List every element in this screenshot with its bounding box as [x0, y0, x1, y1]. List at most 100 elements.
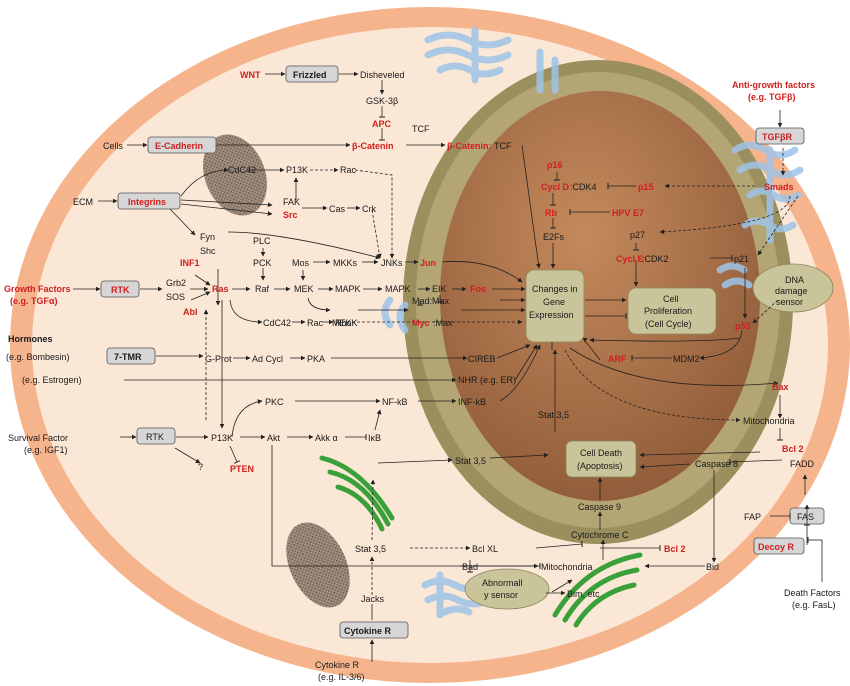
label-cycl-e: Cycl E	[616, 254, 644, 264]
label-apc: APC	[372, 119, 392, 129]
label-pkc: PKC	[265, 397, 284, 407]
label-bid: Bid	[706, 562, 719, 572]
label-mdm2: MDM2	[673, 354, 700, 364]
mitochondria-graphic-left	[319, 455, 395, 532]
label-bax: Bax	[772, 382, 789, 392]
rtk-box-top	[100, 280, 140, 298]
label-fyn: Fyn	[200, 232, 215, 242]
label-sensor: sensor	[776, 297, 803, 307]
label-beta-catenin-tcf-suffix: TCF	[494, 141, 512, 151]
label-abnormal-1: Abnormall	[482, 578, 523, 588]
label-cytokine-r-box: Cytokine R	[344, 626, 392, 636]
seven-tmr-box	[106, 347, 156, 365]
diagram-labels: WNT Frizzled Disheveled GSK-3β APC β-Cat…	[4, 70, 841, 682]
cytokine-r-box	[339, 621, 409, 639]
integrins-box	[117, 192, 181, 210]
label-jacks: Jacks	[361, 594, 385, 604]
label-p27: p27	[630, 230, 645, 240]
label-myc: Myc	[412, 318, 430, 328]
label-mad-max: Mad:Max	[412, 296, 450, 306]
label-death-factors-eg: (e.g. FasL)	[792, 600, 836, 610]
label-bcl2-right: Bcl 2	[782, 444, 804, 454]
label-apoptosis: (Apoptosis)	[577, 461, 623, 471]
label-rtk-bottom: RTK	[146, 432, 164, 442]
frizzled-box	[285, 65, 339, 83]
label-fadd: FADD	[790, 459, 815, 469]
label-crk: Crk	[362, 204, 376, 214]
label-survival-factor: Survival Factor	[8, 433, 68, 443]
label-abl: Abl	[183, 307, 198, 317]
label-caspase-9: Caspase 9	[578, 502, 621, 512]
label-beta-catenin: β-Catenin	[352, 141, 394, 151]
label-tcf-top: TCF	[412, 124, 430, 134]
label-ad-cycl: Ad Cycl	[252, 354, 283, 364]
label-expression: Expression	[529, 310, 574, 320]
label-mapk-1: MAPK	[335, 284, 361, 294]
label-akk-alpha: Akk α	[315, 433, 338, 443]
label-cas: Cas	[329, 204, 346, 214]
rtk-box-bottom	[136, 427, 176, 445]
granule-top	[203, 134, 267, 216]
label-rac-top: Rac	[340, 165, 357, 175]
label-cytokine-eg: (e.g. IL-3/6)	[318, 672, 365, 682]
label-inf1: INF1	[180, 258, 200, 268]
label-pck: PCK	[253, 258, 272, 268]
label-p21: p21	[734, 254, 749, 264]
label-fap: FAP	[744, 512, 761, 522]
granule-bottom	[286, 522, 350, 608]
label-fas: FAS	[797, 512, 814, 522]
label-mitochondria-right: Mitochondria	[743, 416, 795, 426]
label-e-cadherin: E-Cadherin	[155, 141, 203, 151]
label-p53: p53	[735, 321, 751, 331]
changes-gene-expression-box	[525, 269, 585, 343]
label-bcl2-low: Bcl 2	[664, 544, 686, 554]
label-tgfbr: TGFβR	[762, 132, 792, 142]
label-jun: Jun	[420, 258, 436, 268]
label-growth-factors-eg: (e.g. TGFα)	[10, 296, 58, 306]
label-ecm: ECM	[73, 197, 93, 207]
label-cdc42-top: CdC42	[228, 165, 256, 175]
label-cycl-d: Cycl D	[541, 182, 570, 192]
label-rb: Rb	[545, 208, 557, 218]
label-beta-catenin-tcf: β-Catenin:	[447, 141, 492, 151]
label-mapk-2: MAPK	[385, 284, 411, 294]
label-bad: Bad	[462, 562, 478, 572]
label-mitochondria-low: Mitochondria	[541, 562, 593, 572]
label-nhr: NHR (e.g. ER)	[458, 375, 516, 385]
label-smads: Smads	[764, 182, 794, 192]
tgfbr-box	[755, 127, 805, 145]
label-caspase-8: Caspase 8	[695, 459, 738, 469]
e-cadherin-box	[147, 136, 217, 154]
label-stat-35-nucleus: Stat 3,5	[538, 410, 569, 420]
label-hpv-e7: HPV E7	[612, 208, 644, 218]
label-cell: Cell	[663, 294, 679, 304]
label-eik: EIK	[432, 284, 447, 294]
label-p16: p16	[547, 160, 563, 170]
label-arf: ARF	[608, 354, 627, 364]
label-p13k-low: P13K	[211, 433, 233, 443]
label-rho: Rho	[335, 318, 352, 328]
label-e2fs: E2Fs	[543, 232, 565, 242]
label-jnks: JNKs	[381, 258, 403, 268]
label-cdc42-mid: CdC42	[263, 318, 291, 328]
label-gene: Gene	[543, 297, 565, 307]
label-inf-kb: INF-kB	[458, 397, 486, 407]
label-plc: PLC	[253, 236, 271, 246]
label-stat-35-low: Stat 3,5	[355, 544, 386, 554]
label-hormones: Hormones	[8, 334, 53, 344]
label-p15: p15	[638, 182, 654, 192]
label-ikb: IκB	[368, 433, 381, 443]
cell-death-box	[565, 440, 637, 478]
label-cireb: CIREB	[468, 354, 496, 364]
label-estrogen: (e.g. Estrogen)	[22, 375, 82, 385]
label-proliferation: Proliferation	[644, 306, 692, 316]
pathway-arrows	[73, 71, 823, 662]
label-anti-growth-factors: Anti-growth factors	[732, 80, 815, 90]
label-rac-mid: Rac	[307, 318, 324, 328]
label-dna: DNA	[785, 275, 804, 285]
label-cell-cycle: (Cell Cycle)	[645, 319, 692, 329]
label-death-factors: Death Factors	[784, 588, 841, 598]
label-anti-growth-eg: (e.g. TGFβ)	[748, 92, 796, 102]
label-nf-kb: NF-kB	[382, 397, 408, 407]
label-cdk4: :CDK4	[570, 182, 597, 192]
